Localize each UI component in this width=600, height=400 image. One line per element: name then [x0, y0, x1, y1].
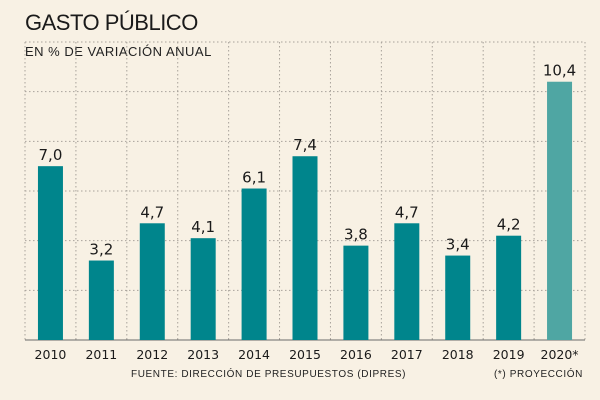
bar-2012 — [139, 223, 165, 340]
x-tick-label-2017: 2017 — [391, 347, 423, 362]
data-label-2018: 3,4 — [446, 236, 470, 254]
x-tick-label-2014: 2014 — [238, 347, 270, 362]
bar-2019 — [496, 235, 522, 340]
label-layer: 7,0 3,2 4,7 4,1 6,1 7,4 3,8 4,7 3,4 4,2 10,4 — [39, 62, 577, 259]
data-label-2013: 4,1 — [191, 218, 215, 236]
bar-layer — [37, 81, 573, 340]
chart-subtitle: EN % DE VARIACIÓN ANUAL — [25, 44, 212, 59]
bar-2015 — [292, 156, 318, 340]
bar-2017 — [394, 223, 420, 340]
tick-layer: 2010 2011 2012 2013 2014 2015 2016 2017 2018 2019… — [35, 347, 579, 362]
bar-2011 — [88, 260, 114, 340]
x-tick-label-2011: 2011 — [85, 347, 117, 362]
x-tick-label-2015: 2015 — [289, 347, 321, 362]
data-label-2020-projected: 10,4 — [543, 62, 576, 80]
data-label-2016: 3,8 — [344, 226, 368, 244]
data-label-2012: 4,7 — [140, 203, 164, 221]
chart-title: GASTO PÚBLICO — [25, 10, 198, 35]
bar-2020-projected — [547, 81, 573, 340]
data-label-2019: 4,2 — [497, 216, 521, 234]
x-tick-label-2018: 2018 — [442, 347, 474, 362]
x-tick-label-2012: 2012 — [136, 347, 168, 362]
data-label-2010: 7,0 — [39, 146, 63, 164]
data-label-2015: 7,4 — [293, 136, 317, 154]
x-tick-label-2019: 2019 — [493, 347, 525, 362]
data-label-2017: 4,7 — [395, 203, 419, 221]
bar-2010 — [37, 166, 63, 340]
bar-2018 — [445, 255, 471, 340]
projection-note: (*) PROYECCIÓN — [494, 369, 583, 380]
x-tick-label-2016: 2016 — [340, 347, 372, 362]
bar-2013 — [190, 238, 216, 340]
x-tick-label-2020-projected: 2020* — [541, 347, 579, 362]
data-label-2011: 3,2 — [89, 241, 113, 259]
bar-2014 — [241, 188, 267, 340]
x-tick-label-2013: 2013 — [187, 347, 219, 362]
data-label-2014: 6,1 — [242, 169, 266, 187]
source-note: FUENTE: DIRECCIÓN DE PRESUPUESTOS (DIPRE… — [131, 369, 407, 380]
bar-2016 — [343, 245, 369, 340]
x-tick-label-2010: 2010 — [35, 347, 67, 362]
